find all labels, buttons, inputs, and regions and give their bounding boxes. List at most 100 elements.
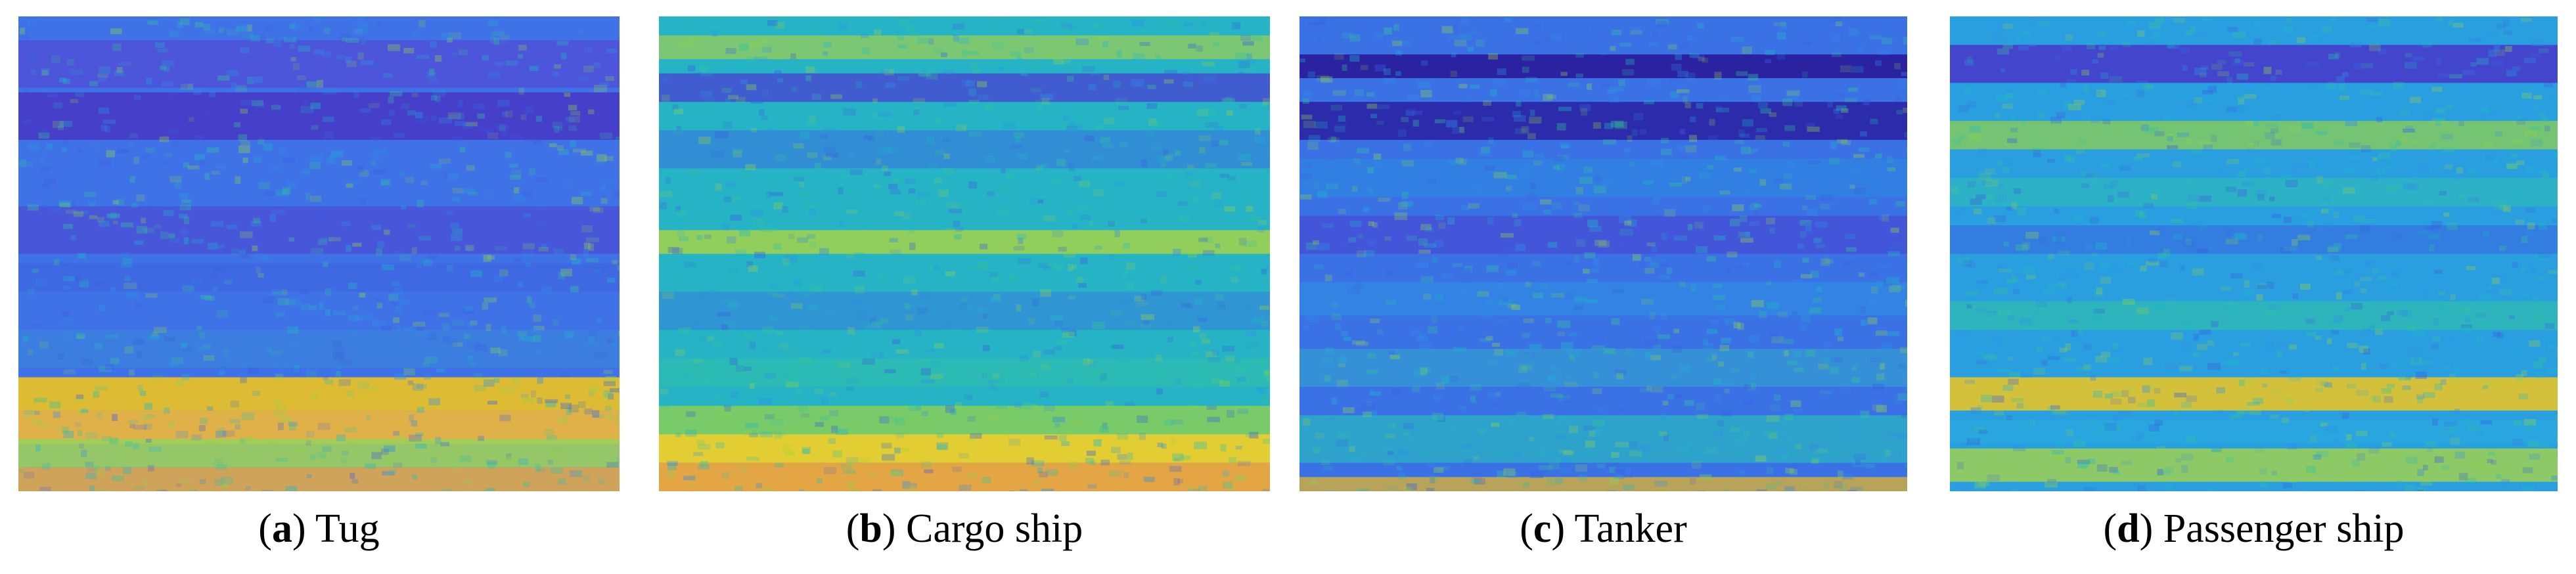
heatmap-noise: [535, 350, 541, 355]
heatmap-noise: [2361, 363, 2366, 370]
heatmap-noise: [1958, 104, 1970, 112]
heatmap-noise: [41, 204, 48, 209]
heatmap-noise: [1512, 111, 1521, 118]
heatmap-noise: [1818, 447, 1824, 454]
heatmap-noise: [2147, 399, 2156, 407]
heatmap-noise: [2434, 384, 2443, 391]
heatmap-noise: [279, 147, 287, 154]
heatmap-noise: [978, 94, 989, 100]
heatmap-noise: [1064, 428, 1072, 435]
heatmap-noise: [359, 292, 366, 298]
heatmap-noise: [837, 173, 851, 178]
heatmap-noise: [1197, 317, 1208, 322]
heatmap-noise: [22, 87, 29, 93]
heatmap-noise: [391, 301, 400, 307]
heatmap-noise: [759, 39, 770, 43]
heatmap-noise: [2010, 127, 2018, 133]
heatmap-noise: [659, 190, 672, 198]
heatmap-noise: [1123, 286, 1136, 294]
heatmap-noise: [2271, 389, 2280, 395]
heatmap-noise: [1358, 234, 1363, 238]
heatmap-noise: [2064, 155, 2071, 162]
heatmap-noise: [1795, 444, 1802, 449]
heatmap-noise: [2470, 62, 2477, 67]
heatmap-noise: [823, 466, 837, 475]
heatmap-noise: [1550, 34, 1562, 40]
heatmap-noise: [1813, 297, 1822, 303]
heatmap-noise: [223, 348, 229, 357]
heatmap-noise: [198, 425, 206, 431]
heatmap-noise: [2366, 25, 2376, 30]
heatmap-noise: [870, 237, 877, 244]
heatmap-noise: [2357, 453, 2366, 461]
heatmap-noise: [440, 441, 449, 447]
heatmap-noise: [535, 177, 549, 183]
heatmap-noise: [49, 401, 61, 408]
heatmap-noise: [1102, 143, 1114, 148]
heatmap-noise: [2326, 338, 2332, 345]
heatmap-noise: [1338, 208, 1347, 215]
heatmap-noise: [1645, 352, 1651, 359]
heatmap-noise: [104, 125, 111, 133]
heatmap-noise: [424, 356, 438, 364]
heatmap-noise: [1459, 158, 1467, 166]
heatmap-noise: [1811, 459, 1819, 464]
heatmap-noise: [505, 110, 513, 118]
heatmap-noise: [1347, 287, 1360, 295]
heatmap-noise: [372, 320, 380, 327]
heatmap-noise: [928, 163, 938, 169]
heatmap-noise: [820, 416, 830, 421]
heatmap-noise: [1230, 275, 1240, 282]
heatmap-noise: [768, 290, 775, 296]
heatmap-noise: [2091, 252, 2098, 257]
heatmap-noise: [2257, 234, 2263, 241]
heatmap-noise: [275, 457, 288, 462]
heatmap-noise: [2211, 135, 2217, 143]
heatmap-noise: [2306, 84, 2316, 91]
heatmap-noise: [2121, 389, 2129, 397]
heatmap-noise: [427, 44, 439, 51]
heatmap-noise: [808, 115, 815, 123]
heatmap-noise: [993, 293, 1001, 299]
heatmap-noise: [2112, 416, 2119, 422]
heatmap-noise: [1354, 89, 1364, 96]
heatmap-noise: [2307, 220, 2315, 228]
heatmap-noise: [1410, 298, 1419, 303]
heatmap-noise: [929, 174, 941, 182]
heatmap-noise: [980, 244, 988, 250]
heatmap-noise: [2378, 275, 2387, 280]
heatmap-noise: [285, 299, 296, 305]
heatmap-noise: [1704, 447, 1718, 454]
heatmap-noise: [2544, 41, 2554, 47]
heatmap-noise: [740, 172, 749, 177]
heatmap-noise: [2475, 313, 2487, 319]
heatmap-noise: [62, 426, 69, 434]
heatmap-noise: [558, 478, 566, 485]
heatmap-noise: [198, 332, 205, 339]
heatmap-noise: [1998, 309, 2010, 317]
heatmap-noise: [897, 76, 910, 81]
heatmap-noise: [830, 94, 842, 99]
heatmap-noise: [1342, 64, 1347, 71]
heatmap-noise: [98, 107, 110, 114]
heatmap-noise: [1966, 56, 1973, 63]
heatmap-noise: [570, 110, 581, 116]
heatmap-noise: [1740, 146, 1751, 154]
heatmap-noise: [905, 405, 916, 410]
heatmap-noise: [1715, 156, 1727, 160]
heatmap-noise: [1853, 454, 1866, 460]
heatmap-noise: [1384, 68, 1391, 76]
heatmap-noise: [2004, 141, 2010, 146]
heatmap-noise: [2358, 189, 2372, 196]
heatmap-noise: [2143, 203, 2154, 209]
heatmap-noise: [487, 255, 495, 260]
heatmap-noise: [2136, 80, 2149, 85]
heatmap-noise: [1061, 327, 1070, 334]
heatmap-noise: [1888, 285, 1901, 293]
heatmap-noise: [1100, 66, 1108, 72]
heatmap-noise: [2207, 340, 2215, 346]
heatmap-noise: [95, 386, 108, 391]
heatmap-noise: [1487, 217, 1493, 225]
heatmap-noise: [376, 248, 382, 256]
heatmap-noise: [1052, 346, 1062, 351]
